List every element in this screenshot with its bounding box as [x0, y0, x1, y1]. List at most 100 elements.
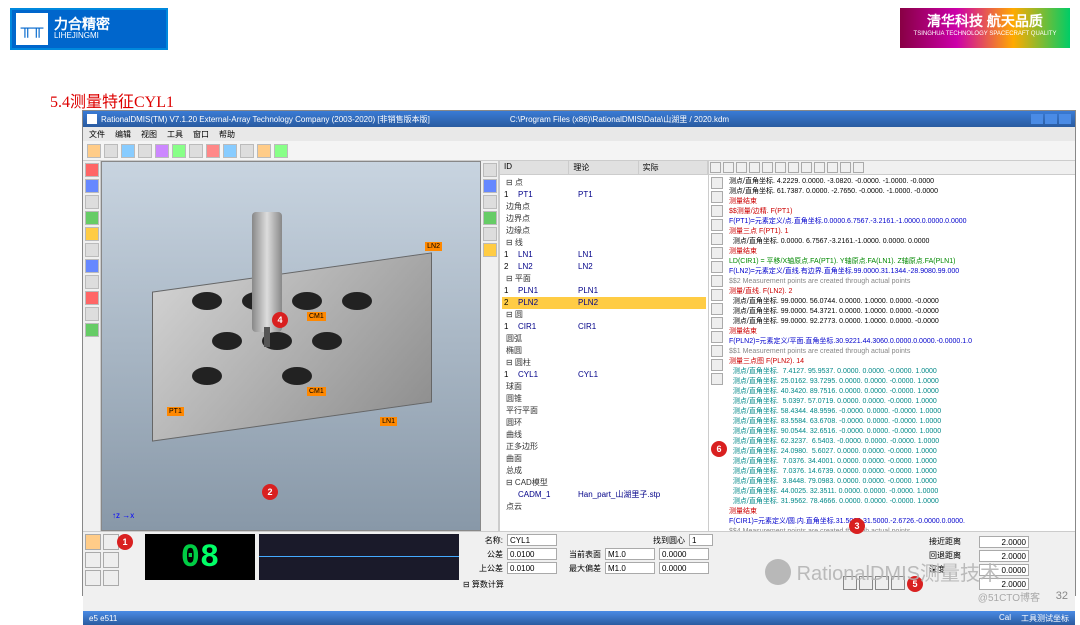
menu-item[interactable]: 文件 [89, 129, 105, 140]
min-button[interactable] [1031, 114, 1043, 124]
lvtb-icon[interactable] [711, 275, 723, 287]
tab-icon[interactable] [85, 534, 101, 550]
tol-input[interactable] [507, 548, 557, 560]
vtb-icon[interactable] [483, 163, 497, 177]
lvtb-icon[interactable] [711, 317, 723, 329]
vtb-icon[interactable] [85, 307, 99, 321]
tb-icon[interactable] [189, 144, 203, 158]
tb-icon[interactable] [87, 144, 101, 158]
vtb-icon[interactable] [85, 243, 99, 257]
logo-icon: ╥╥ [16, 13, 48, 45]
tb-icon[interactable] [172, 144, 186, 158]
max-button[interactable] [1045, 114, 1057, 124]
hole [192, 367, 222, 385]
rtb-icon[interactable] [853, 162, 864, 173]
tb-icon[interactable] [138, 144, 152, 158]
tb-icon[interactable] [121, 144, 135, 158]
watermark: RationalDMIS测量技术 [765, 557, 1000, 586]
logo-cn: 力合精密 [54, 17, 110, 32]
rtb-icon[interactable] [736, 162, 747, 173]
lvtb-icon[interactable] [711, 191, 723, 203]
lvtb-icon[interactable] [711, 219, 723, 231]
lvtb-icon[interactable] [711, 331, 723, 343]
rtb-icon[interactable] [814, 162, 825, 173]
menu-item[interactable]: 编辑 [115, 129, 131, 140]
tb-icon[interactable] [206, 144, 220, 158]
vtb-icon[interactable] [85, 275, 99, 289]
vtb-icon[interactable] [85, 259, 99, 273]
uptol-input[interactable] [507, 562, 557, 574]
val-input[interactable] [659, 548, 709, 560]
menu-item[interactable]: 帮助 [219, 129, 235, 140]
vtb-icon[interactable] [483, 179, 497, 193]
vtb-icon[interactable] [85, 291, 99, 305]
vtb-icon[interactable] [483, 227, 497, 241]
tb-icon[interactable] [223, 144, 237, 158]
dmis-code[interactable]: 测点/直角坐标. 4.2229. 0.0000. -3.0820. -0.000… [709, 175, 1075, 531]
point-counter: 08 [145, 534, 255, 580]
find-label: 找到圆心 [645, 535, 685, 546]
tab-icon[interactable] [103, 552, 119, 568]
rtb-icon[interactable] [723, 162, 734, 173]
find-input[interactable] [689, 534, 713, 546]
col-theory: 理论 [569, 161, 638, 174]
vtb-icon[interactable] [483, 243, 497, 257]
vtb-icon[interactable] [85, 211, 99, 225]
feature-tree-panel: ID 理论 实际 ⊟ 点1PT1PT1 边角点 边界点 边缘点⊟ 线1LN1LN… [499, 161, 709, 531]
lvtb-icon[interactable] [711, 303, 723, 315]
rtb-icon[interactable] [762, 162, 773, 173]
left-vert-toolbar [83, 161, 101, 531]
lvtb-icon[interactable] [711, 359, 723, 371]
feature-tree[interactable]: ⊟ 点1PT1PT1 边角点 边界点 边缘点⊟ 线1LN1LN12LN2LN2⊟… [500, 175, 708, 515]
part-block [152, 252, 432, 441]
menu-item[interactable]: 窗口 [193, 129, 209, 140]
tab-icon[interactable] [103, 570, 119, 586]
rtb-icon[interactable] [775, 162, 786, 173]
tag: PT1 [167, 407, 184, 416]
maxdev-input[interactable] [605, 562, 655, 574]
tb-icon[interactable] [104, 144, 118, 158]
callout-3: 3 [849, 518, 865, 534]
vtb-icon[interactable] [85, 163, 99, 177]
vtb-icon[interactable] [85, 323, 99, 337]
lvtb-icon[interactable] [711, 261, 723, 273]
vtb-icon[interactable] [85, 195, 99, 209]
tab-icon[interactable] [85, 552, 101, 568]
3d-viewport[interactable]: CM1 CM1 LN2 PT1 LN1 4 2 ↑z →x [101, 161, 481, 531]
tag: CM1 [307, 387, 326, 396]
vtb-icon[interactable] [85, 179, 99, 193]
close-button[interactable] [1059, 114, 1071, 124]
tb-icon[interactable] [274, 144, 288, 158]
rtb-icon[interactable] [801, 162, 812, 173]
rtb-icon[interactable] [827, 162, 838, 173]
hole [282, 367, 312, 385]
statusbar: e5 e511 Cal 工具测试坐标 [83, 611, 1075, 625]
lvtb-icon[interactable] [711, 205, 723, 217]
tb-icon[interactable] [257, 144, 271, 158]
rtb-icon[interactable] [749, 162, 760, 173]
tb-icon[interactable] [155, 144, 169, 158]
vtb-icon[interactable] [483, 211, 497, 225]
tab-icon[interactable] [85, 570, 101, 586]
rtb-icon[interactable] [788, 162, 799, 173]
surf-input[interactable] [605, 548, 655, 560]
approach-input[interactable] [979, 536, 1029, 548]
menu-item[interactable]: 工具 [167, 129, 183, 140]
vtb-icon[interactable] [85, 227, 99, 241]
status-cal: Cal [999, 613, 1011, 624]
tb-icon[interactable] [240, 144, 254, 158]
rtb-icon[interactable] [840, 162, 851, 173]
val-input[interactable] [659, 562, 709, 574]
lvtb-icon[interactable] [711, 345, 723, 357]
name-input[interactable] [507, 534, 557, 546]
rtb-icon[interactable] [710, 162, 721, 173]
lvtb-icon[interactable] [711, 247, 723, 259]
lvtb-icon[interactable] [711, 289, 723, 301]
menu-item[interactable]: 视图 [141, 129, 157, 140]
vtb-icon[interactable] [483, 195, 497, 209]
calc-label[interactable]: ⊟ 算数计算 [463, 579, 504, 590]
lvtb-icon[interactable] [711, 233, 723, 245]
lvtb-icon[interactable] [711, 373, 723, 385]
lvtb-icon[interactable] [711, 177, 723, 189]
app-window: RationalDMIS(TM) V7.1.20 External-Array … [82, 110, 1076, 596]
